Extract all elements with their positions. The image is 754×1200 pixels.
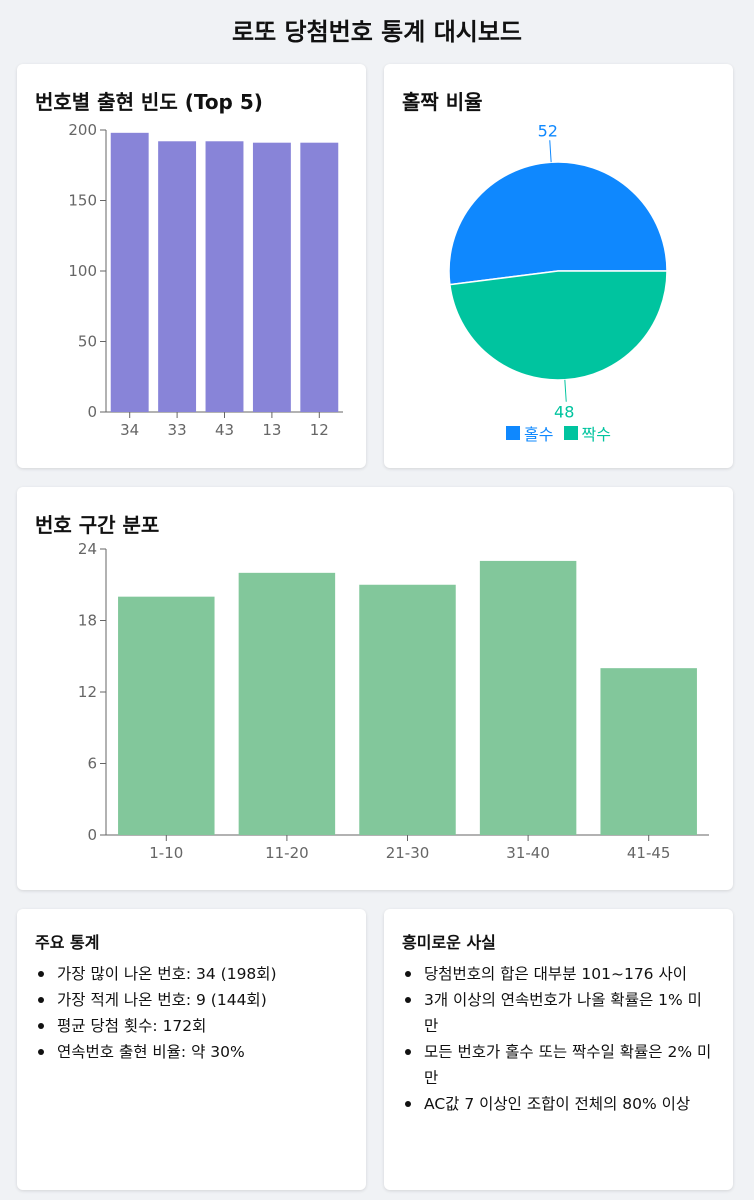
x-tick-label: 31-40 xyxy=(506,844,550,862)
bar xyxy=(158,141,197,412)
odd-even-title: 홀짝 비율 xyxy=(402,90,483,114)
x-tick-label: 43 xyxy=(215,421,234,439)
bar xyxy=(479,560,577,835)
x-tick-label: 12 xyxy=(310,421,329,439)
list-item: 3개 이상의 연속번호가 나올 확률은 1% 미만 xyxy=(402,987,715,1039)
x-tick-label: 13 xyxy=(262,421,281,439)
key-stats-list: 가장 많이 나온 번호: 34 (198회) 가장 적게 나온 번호: 9 (1… xyxy=(35,961,348,1065)
y-tick-label: 100 xyxy=(68,262,97,280)
bar xyxy=(300,142,339,412)
bar xyxy=(600,668,697,835)
legend-swatch-odd xyxy=(506,426,521,440)
bar xyxy=(118,596,215,835)
x-tick-label: 11-20 xyxy=(265,844,309,862)
pie-label-line xyxy=(564,379,567,402)
legend-item-even[interactable]: 짝수 xyxy=(563,421,611,445)
top5-frequency-card: 번호별 출현 빈도 (Top 5) 0 50 100 150 200 34 33 43 13 12 xyxy=(17,64,366,468)
legend-label-even: 짝수 xyxy=(581,425,611,444)
range-distribution-title: 번호 구간 분포 xyxy=(35,513,160,537)
list-item: 가장 많이 나온 번호: 34 (198회) xyxy=(35,961,348,987)
range-distribution-card: 번호 구간 분포 0 6 12 18 24 1-10 11-20 21-30 31-40 41-4… xyxy=(17,487,733,890)
y-tick-label: 50 xyxy=(78,333,97,351)
pie-value-label: 48 xyxy=(554,403,574,422)
pie-label-line xyxy=(549,140,552,163)
key-stats-card: 주요 통계 가장 많이 나온 번호: 34 (198회) 가장 적게 나온 번호… xyxy=(17,909,366,1190)
y-tick-label: 18 xyxy=(78,612,97,630)
legend-swatch-even xyxy=(563,426,578,440)
bar xyxy=(359,584,456,835)
top5-frequency-title: 번호별 출현 빈도 (Top 5) xyxy=(35,90,263,114)
bar xyxy=(110,132,149,412)
y-tick-label: 24 xyxy=(78,540,97,558)
legend-label-odd: 홀수 xyxy=(524,425,554,444)
bar xyxy=(252,142,291,412)
x-tick-label: 1-10 xyxy=(149,844,183,862)
y-tick-label: 150 xyxy=(68,192,97,210)
legend-item-odd[interactable]: 홀수 xyxy=(506,421,554,445)
page-title: 로또 당첨번호 통계 대시보드 xyxy=(231,18,523,46)
list-item: 가장 적게 나온 번호: 9 (144회) xyxy=(35,987,348,1013)
y-tick-label: 6 xyxy=(87,755,97,773)
pie-slice xyxy=(448,161,668,286)
pie-slice xyxy=(449,270,668,381)
y-tick-label: 0 xyxy=(87,826,97,844)
list-item: 평균 당첨 횟수: 172회 xyxy=(35,1013,348,1039)
x-tick-label: 41-45 xyxy=(627,844,671,862)
interesting-facts-card: 흥미로운 사실 당첨번호의 합은 대부분 101~176 사이 3개 이상의 연… xyxy=(384,909,733,1190)
x-tick-label: 21-30 xyxy=(386,844,430,862)
x-tick-label: 33 xyxy=(168,421,187,439)
range-distribution-chart: 0 6 12 18 24 1-10 11-20 21-30 31-40 41-45 xyxy=(78,540,709,862)
odd-even-pie-chart: 52 48 xyxy=(448,121,668,422)
pie-legend: 홀수 짝수 xyxy=(384,421,733,445)
y-tick-label: 0 xyxy=(87,403,97,421)
bar xyxy=(205,141,244,412)
interesting-facts-title: 흥미로운 사실 xyxy=(402,933,496,952)
pie-value-label: 52 xyxy=(538,121,558,140)
bar xyxy=(238,572,336,835)
list-item: 연속번호 출현 비율: 약 30% xyxy=(35,1039,348,1065)
interesting-facts-list: 당첨번호의 합은 대부분 101~176 사이 3개 이상의 연속번호가 나올 … xyxy=(402,961,715,1117)
x-tick-label: 34 xyxy=(120,421,139,439)
list-item: AC값 7 이상인 조합이 전체의 80% 이상 xyxy=(402,1091,715,1117)
y-tick-label: 12 xyxy=(78,683,97,701)
odd-even-card: 홀짝 비율 52 48 홀수 짝수 xyxy=(384,64,733,468)
list-item: 당첨번호의 합은 대부분 101~176 사이 xyxy=(402,961,715,987)
top5-frequency-chart: 0 50 100 150 200 34 33 43 13 12 xyxy=(68,121,343,439)
key-stats-title: 주요 통계 xyxy=(35,933,100,952)
list-item: 모든 번호가 홀수 또는 짝수일 확률은 2% 미만 xyxy=(402,1039,715,1091)
y-tick-label: 200 xyxy=(68,121,97,139)
